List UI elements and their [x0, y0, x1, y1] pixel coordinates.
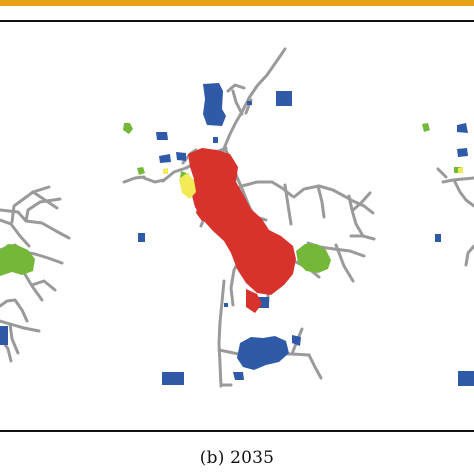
map-figure-frame	[0, 20, 474, 432]
map-speckle-texture	[13, 168, 326, 283]
top-accent-bar	[0, 0, 474, 6]
blue-urban-zones	[0, 83, 474, 386]
urban-growth-map	[0, 22, 474, 430]
yellow-patches	[163, 167, 463, 199]
right-map-road-network	[436, 167, 474, 267]
red-urban-growth-area	[188, 148, 296, 313]
figure-caption: (b) 2035	[199, 448, 275, 468]
